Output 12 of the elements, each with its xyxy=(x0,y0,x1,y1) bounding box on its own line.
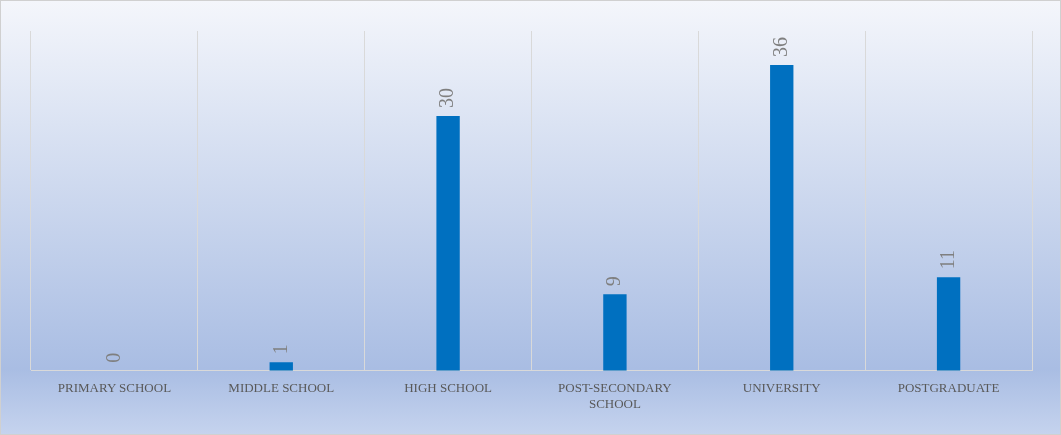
data-label: 30 xyxy=(435,87,458,108)
data-label: 9 xyxy=(602,276,625,287)
x-tick-label: POSTGRADUATE xyxy=(897,380,1000,396)
data-label: 0 xyxy=(101,352,124,363)
x-tick-label: POST-SECONDARY SCHOOL xyxy=(558,380,673,411)
x-tick-label: UNIVERSITY xyxy=(742,380,822,396)
x-tick-label: HIGH SCHOOL xyxy=(404,380,493,396)
data-label: 1 xyxy=(268,344,291,355)
x-tick-label: PRIMARY SCHOOL xyxy=(57,380,172,396)
x-tick-label: MIDDLE SCHOOL xyxy=(228,380,335,396)
data-label: 36 xyxy=(769,36,791,57)
data-label: 11 xyxy=(935,250,958,270)
